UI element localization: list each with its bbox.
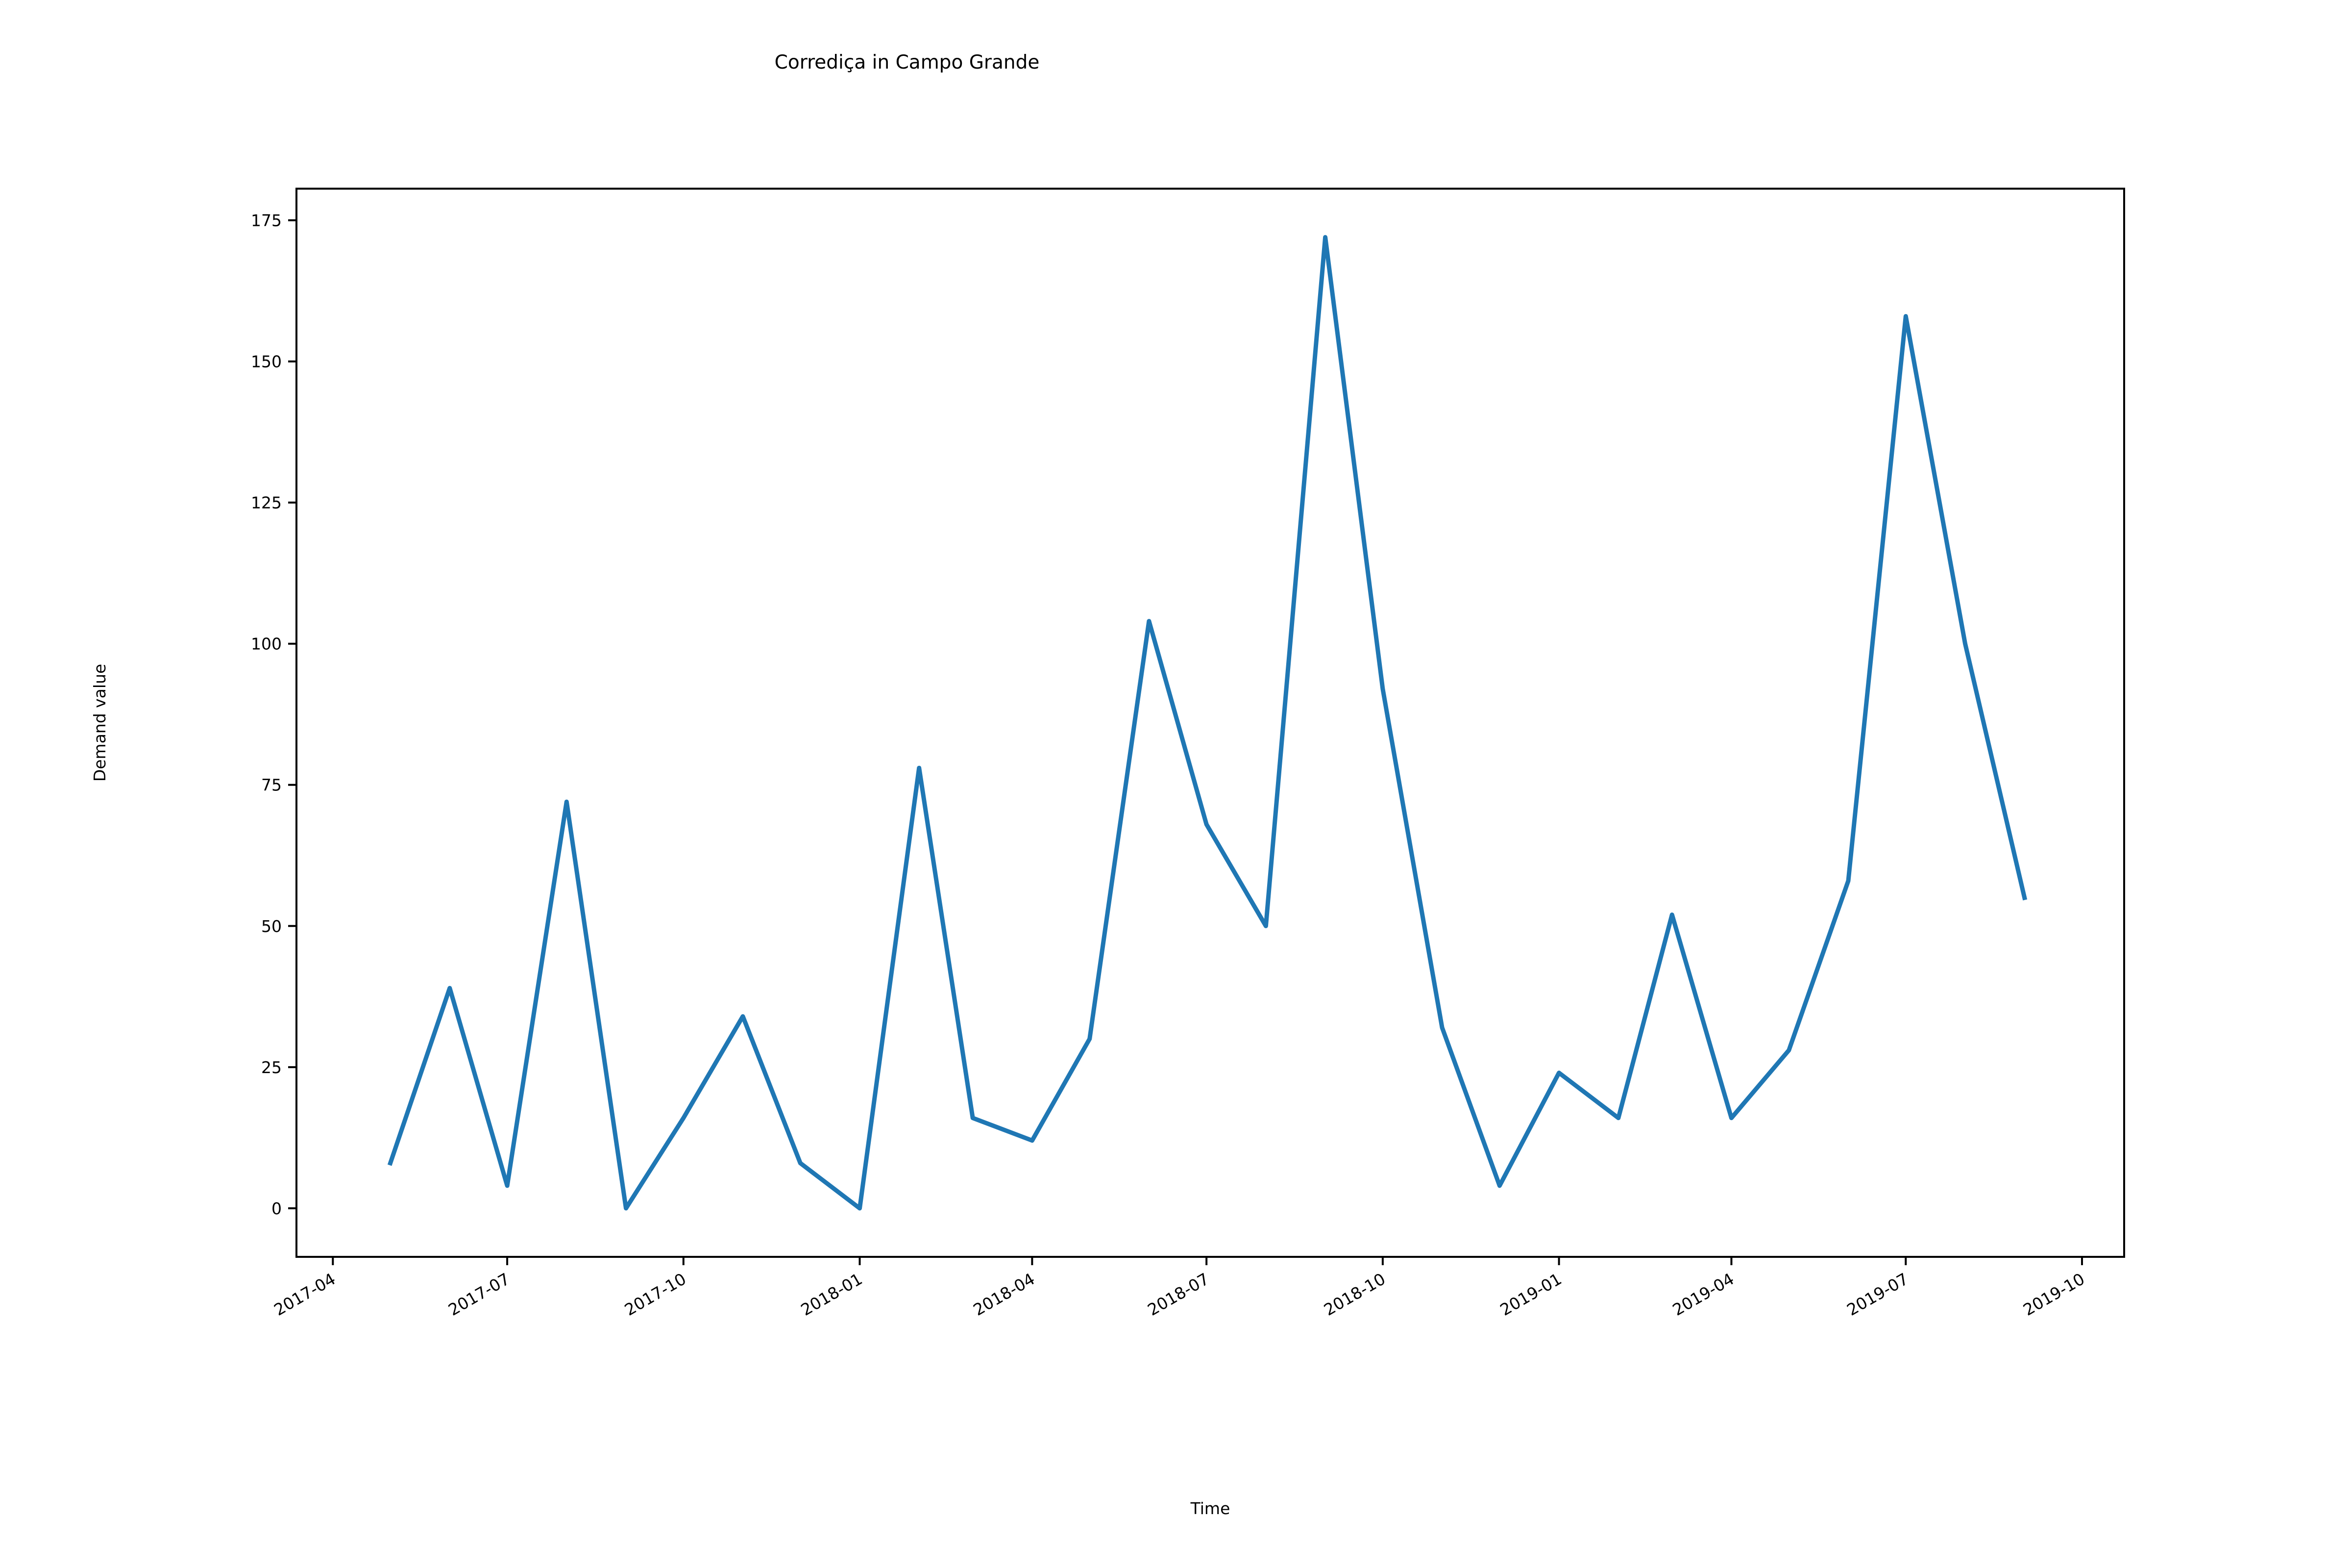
x-tick-label-7: 2019-01 bbox=[1497, 1269, 1565, 1320]
x-tick-label-5: 2018-07 bbox=[1144, 1269, 1212, 1320]
plot-area bbox=[387, 235, 2028, 1211]
x-tick-label-2: 2017-10 bbox=[621, 1269, 689, 1320]
x-axis-title: Time bbox=[1190, 1499, 1230, 1518]
plot-frame bbox=[295, 188, 2125, 1258]
x-axis: 2017-04 2017-07 2017-10 2018-01 2018-04 2018-… bbox=[270, 1257, 2088, 1320]
y-tick-label-3: 75 bbox=[261, 776, 282, 795]
chart-title: Corrediça in Campo Grande bbox=[775, 51, 1040, 74]
series-line-0 bbox=[387, 235, 2028, 1211]
data-point-24 bbox=[1788, 1050, 1789, 1051]
y-tick-label-2: 50 bbox=[261, 917, 282, 936]
x-tick-label-8: 2019-04 bbox=[1669, 1269, 1738, 1320]
x-tick-label-3: 2018-01 bbox=[798, 1269, 866, 1320]
y-tick-label-6: 150 bbox=[251, 352, 282, 371]
y-tick-label-5: 125 bbox=[251, 493, 282, 513]
data-point-14 bbox=[1206, 824, 1207, 825]
x-tick-label-0: 2017-04 bbox=[270, 1269, 339, 1320]
x-tick-label-9: 2019-07 bbox=[1843, 1269, 1911, 1320]
x-tick-label-1: 2017-07 bbox=[445, 1269, 513, 1320]
x-tick-label-10: 2019-10 bbox=[2020, 1269, 2088, 1320]
data-point-2 bbox=[507, 1185, 508, 1186]
y-tick-label-4: 100 bbox=[251, 635, 282, 654]
y-tick-label-1: 25 bbox=[261, 1058, 282, 1077]
y-tick-label-0: 0 bbox=[271, 1199, 282, 1218]
y-axis-title: Demand value bbox=[90, 664, 109, 782]
x-tick-label-4: 2018-04 bbox=[970, 1269, 1038, 1320]
x-tick-label-6: 2018-10 bbox=[1321, 1269, 1389, 1320]
data-point-19 bbox=[1499, 1185, 1500, 1186]
y-axis: 0 25 50 75 100 125 150 175 bbox=[251, 211, 296, 1218]
data-point-17 bbox=[1382, 688, 1383, 689]
y-tick-label-7: 175 bbox=[251, 211, 282, 230]
